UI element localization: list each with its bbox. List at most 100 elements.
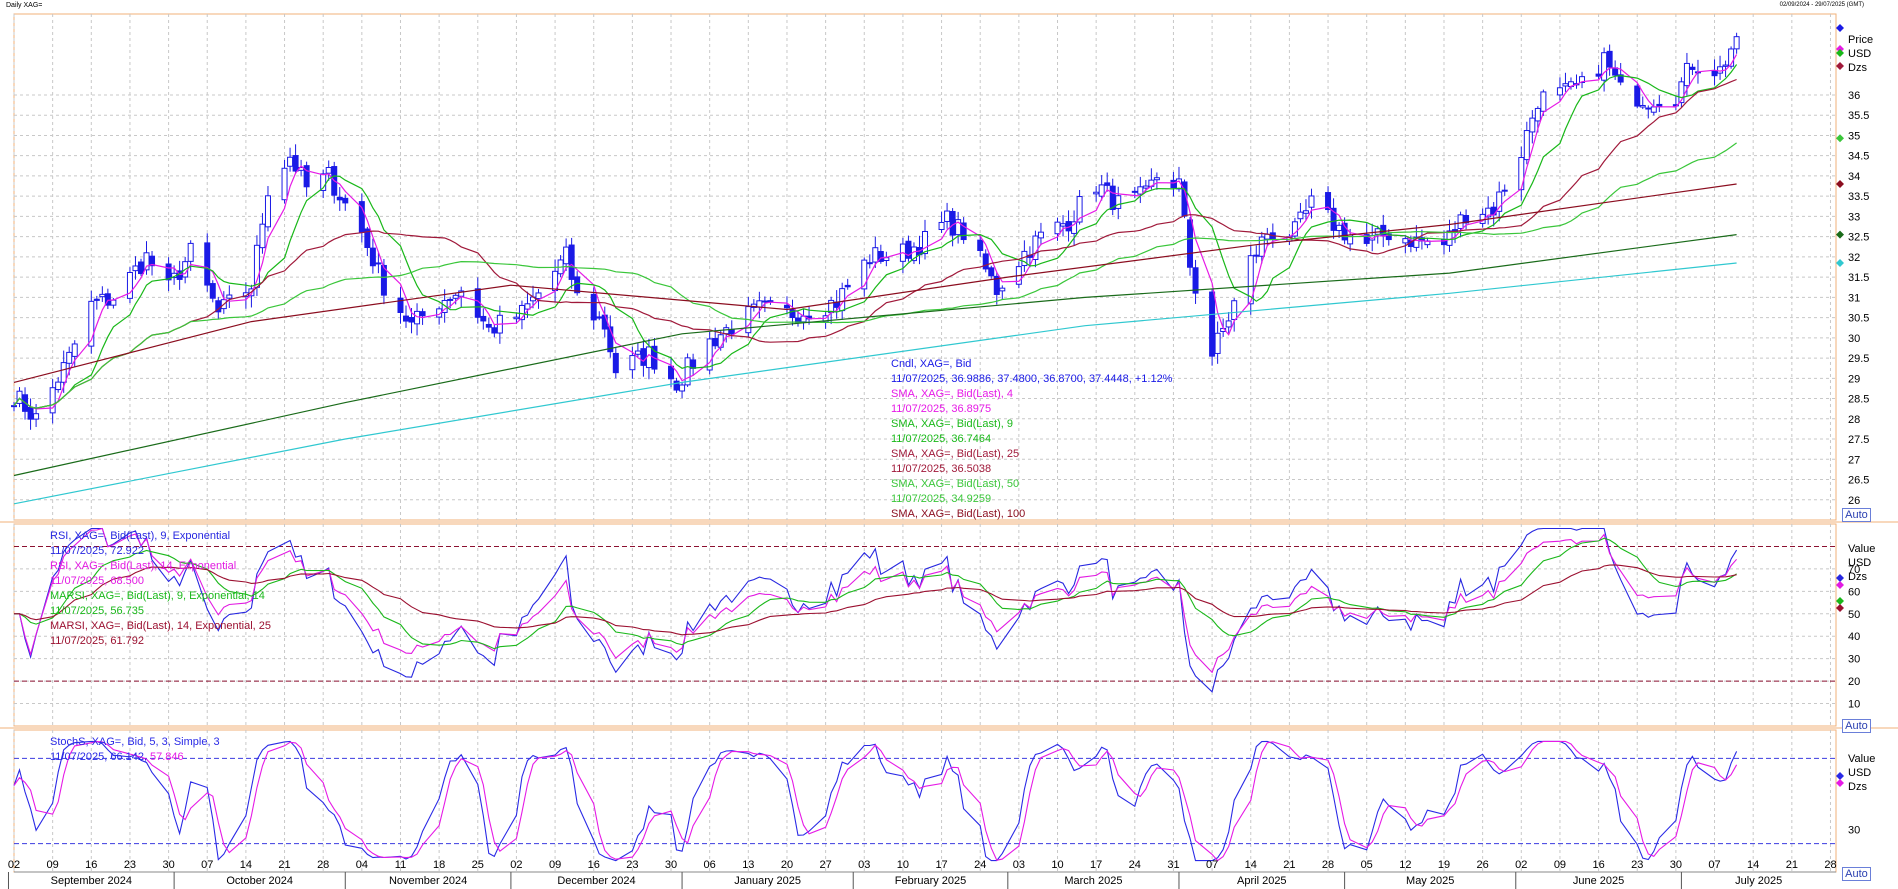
candle-body (922, 230, 928, 255)
rsi-panel (14, 527, 1836, 693)
candle-body (1717, 66, 1724, 74)
candle-body (143, 252, 150, 271)
candle-body (1463, 215, 1470, 224)
candle-body (728, 329, 735, 335)
candle-body (336, 196, 343, 201)
price-tick-label: 34 (1848, 171, 1860, 183)
candle-body (320, 173, 327, 191)
candle-body (717, 334, 724, 348)
candle-body (612, 352, 619, 374)
candle-body (1231, 300, 1238, 320)
candle-body (1153, 177, 1160, 181)
x-tick-label: 17 (935, 859, 947, 871)
candle-body (993, 275, 1000, 295)
rsi-axis-header: USD (1848, 557, 1871, 569)
candle-body (1104, 182, 1111, 186)
stochK-marker-icon (1836, 772, 1844, 780)
candle-body (60, 362, 67, 383)
series-line-marsi9 (14, 537, 1737, 650)
month-label: November 2024 (389, 875, 467, 887)
price-tick-label: 29.5 (1848, 353, 1869, 365)
x-tick-label: 25 (472, 859, 484, 871)
stoch-axis-header: USD (1848, 767, 1871, 779)
auto-button-price[interactable]: Auto (1842, 508, 1871, 522)
candle-body (209, 283, 216, 299)
candle-body (1253, 254, 1260, 257)
month-label: December 2024 (557, 875, 635, 887)
x-tick-label: 16 (1592, 859, 1604, 871)
x-tick-label: 14 (1245, 859, 1257, 871)
auto-button-stoch[interactable]: Auto (1842, 867, 1871, 881)
rsi-axis-header: Dzs (1848, 571, 1867, 583)
candle-body (938, 221, 945, 231)
candle-body (1109, 185, 1116, 211)
candle-body (259, 223, 266, 249)
x-tick-label: 23 (1631, 859, 1643, 871)
x-tick-label: 07 (201, 859, 213, 871)
x-tick-label: 28 (1322, 859, 1334, 871)
price-tick-label: 28.5 (1848, 394, 1869, 406)
candle-body (1291, 221, 1298, 237)
x-tick-label: 19 (1438, 859, 1450, 871)
candle-body (1247, 255, 1254, 305)
candle-body (1501, 189, 1508, 192)
candle-body (789, 308, 796, 319)
series-line-long-ma-0 (13, 183, 1737, 383)
candle-body (88, 300, 95, 347)
price-tick-label: 31.5 (1848, 272, 1869, 284)
stoch-legend-entry: 57.846 (150, 751, 184, 763)
sma300-marker-icon (1836, 258, 1844, 267)
price-legend-entry: SMA, XAG=, Bid(Last), 25 (891, 448, 1019, 460)
candle-body (1490, 206, 1497, 216)
candle-body (93, 298, 100, 301)
candle-body (1032, 235, 1039, 261)
price-axis-header: Dzs (1848, 62, 1867, 74)
candle-body (1650, 106, 1657, 113)
x-tick-label: 30 (1670, 859, 1682, 871)
sma9-marker-icon (1836, 49, 1844, 57)
candle-body (1192, 267, 1199, 294)
x-tick-label: 02 (8, 859, 20, 871)
month-label: October 2024 (226, 875, 293, 887)
candle-body (756, 300, 763, 308)
candle-body (1142, 185, 1149, 189)
x-tick-label: 09 (1554, 859, 1566, 871)
candle-body (226, 294, 233, 299)
x-tick-label: 11 (395, 859, 406, 871)
candle-body (988, 267, 995, 277)
candle-body (1733, 36, 1740, 50)
candle-body (408, 317, 415, 323)
price-legend-entry: 11/07/2025, 36.7464 (891, 433, 991, 445)
auto-button-rsi[interactable]: Auto (1842, 719, 1871, 733)
candle-body (342, 197, 349, 204)
series-line-sma-25 (13, 78, 1737, 409)
candle-body (1076, 196, 1083, 223)
candle-body (126, 271, 133, 299)
candle-body (1402, 238, 1409, 244)
rsi-tick-label: 30 (1848, 654, 1860, 666)
price-legend-entry: 11/07/2025, 34.9259 (891, 493, 991, 505)
date-range: 02/09/2024 - 29/07/2025 (GMT) (1779, 2, 1864, 8)
candle-body (149, 255, 156, 267)
candle-body (1170, 179, 1177, 189)
candle-body (132, 265, 139, 272)
candle-body (1562, 83, 1569, 87)
candle-body (563, 246, 570, 265)
candle-body (1302, 210, 1309, 214)
price-tick-label: 26 (1848, 495, 1860, 507)
candle-body (1556, 87, 1563, 96)
candle-body (960, 222, 967, 241)
candle-body (204, 242, 211, 286)
window-title: Daily XAG= (6, 2, 43, 9)
candle-body (165, 263, 172, 281)
candle-body (104, 293, 111, 306)
price-legend-entry: 11/07/2025, 36.8975 (891, 403, 991, 415)
x-tick-label: 12 (1399, 859, 1411, 871)
candle-body (1131, 190, 1138, 193)
axes: 26 26.5 27 27.5 28 28.5 29 29.5 30 30.5 31 31.5 32 32… (8, 24, 1875, 889)
candle-body (436, 308, 443, 318)
candle-body (1678, 81, 1685, 104)
candle-body (1634, 85, 1641, 107)
x-tick-label: 16 (588, 859, 600, 871)
